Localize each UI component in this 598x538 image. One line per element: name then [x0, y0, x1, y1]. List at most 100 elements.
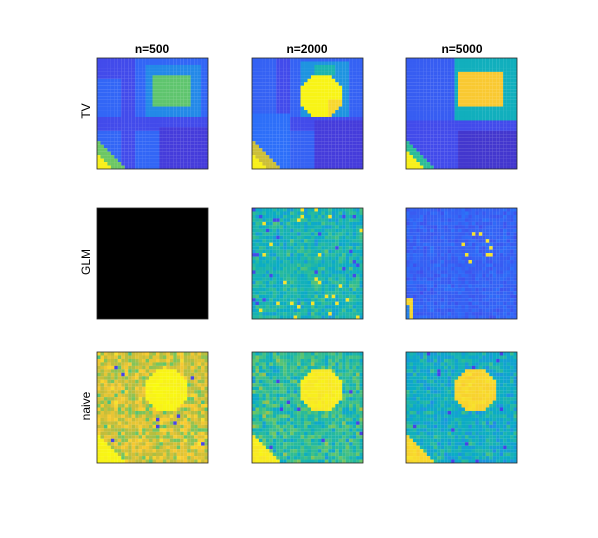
- heatmap-cell: [173, 106, 177, 111]
- heatmap-cell: [499, 75, 504, 79]
- heatmap-cell: [258, 130, 263, 135]
- heatmap-cell: [464, 130, 469, 135]
- heatmap-cell: [159, 113, 163, 118]
- heatmap-cell: [416, 298, 420, 302]
- heatmap-cell: [359, 116, 364, 121]
- heatmap-cell: [461, 242, 466, 247]
- heatmap-cell: [356, 127, 360, 131]
- heatmap-cell: [478, 134, 483, 138]
- heatmap-cell: [468, 78, 472, 83]
- heatmap-cell: [478, 68, 483, 72]
- heatmap-cell: [297, 120, 301, 124]
- heatmap-cell: [183, 78, 188, 83]
- heatmap-cell: [173, 151, 177, 156]
- heatmap-cell: [276, 120, 280, 124]
- heatmap-cell: [338, 127, 343, 131]
- heatmap-cell: [423, 208, 427, 212]
- column-title-n2000: n=2000: [286, 42, 327, 56]
- heatmap-cell: [138, 130, 143, 135]
- heatmap-cell: [359, 301, 364, 306]
- heatmap-cell: [499, 123, 504, 128]
- heatmap-cell: [258, 64, 263, 69]
- heatmap-cell: [409, 208, 413, 212]
- heatmap-cell: [359, 155, 364, 159]
- heatmap-cell: [409, 211, 413, 215]
- heatmap-cell: [286, 305, 291, 309]
- heatmap-cell: [201, 144, 205, 149]
- heatmap-cell: [503, 89, 507, 93]
- heatmap-cell: [440, 106, 445, 111]
- heatmap-cell: [110, 120, 115, 124]
- heatmap-cell: [451, 280, 455, 285]
- heatmap-cell: [103, 58, 108, 62]
- heatmap-cell: [440, 225, 445, 229]
- heatmap-cell: [255, 71, 259, 76]
- heatmap-cell: [297, 116, 301, 121]
- heatmap-cell: [454, 68, 459, 72]
- heatmap-cell: [272, 256, 277, 261]
- heatmap-cell: [478, 239, 483, 243]
- heatmap-cell: [124, 123, 129, 128]
- heatmap-cell: [475, 78, 479, 83]
- heatmap-cell: [335, 99, 339, 104]
- heatmap-cell: [489, 99, 493, 104]
- heatmap-cell: [345, 106, 350, 111]
- heatmap-cell: [471, 144, 476, 149]
- heatmap-cell: [314, 298, 318, 302]
- heatmap-cell: [464, 228, 469, 233]
- heatmap-cell: [262, 235, 266, 240]
- heatmap-cell: [475, 218, 479, 222]
- heatmap-cell: [310, 106, 315, 111]
- heatmap-cell: [461, 225, 466, 229]
- heatmap-cell: [317, 253, 322, 257]
- heatmap-cell: [142, 134, 146, 138]
- heatmap-cell: [180, 155, 184, 159]
- heatmap-cell: [406, 249, 410, 254]
- heatmap-cell: [187, 144, 191, 149]
- heatmap-cell: [169, 75, 174, 79]
- heatmap-cell: [149, 82, 153, 86]
- heatmap-cell: [352, 211, 357, 215]
- heatmap-cell: [328, 256, 332, 261]
- heatmap-cell: [451, 263, 455, 268]
- heatmap-cell: [204, 82, 209, 86]
- heatmap-cell: [478, 249, 483, 254]
- heatmap-cell: [345, 96, 350, 100]
- heatmap-cell: [426, 103, 431, 107]
- heatmap-cell: [317, 75, 322, 79]
- heatmap-cell: [437, 280, 441, 285]
- heatmap-cell: [258, 151, 263, 156]
- heatmap-cell: [265, 64, 270, 69]
- heatmap-cell: [317, 214, 322, 219]
- heatmap-cell: [286, 253, 291, 257]
- heatmap-cell: [290, 144, 294, 149]
- heatmap-cell: [345, 277, 350, 281]
- heatmap-cell: [283, 253, 287, 257]
- heatmap-cell: [307, 270, 312, 274]
- heatmap-cell: [97, 64, 101, 69]
- heatmap-cell: [464, 266, 469, 271]
- heatmap-cell: [283, 211, 287, 215]
- heatmap-cell: [321, 85, 325, 90]
- heatmap-cell: [328, 225, 332, 229]
- heatmap-cell: [166, 99, 170, 104]
- heatmap-cell: [352, 284, 357, 288]
- heatmap-cell: [124, 75, 129, 79]
- heatmap-cell: [335, 103, 339, 107]
- heatmap-cell: [437, 123, 441, 128]
- heatmap-cell: [197, 134, 202, 138]
- heatmap-cell: [482, 99, 486, 104]
- heatmap-cell: [475, 294, 479, 299]
- heatmap-cell: [454, 284, 459, 288]
- heatmap-cell: [293, 106, 298, 111]
- panel-tv-n2000: [251, 57, 364, 170]
- heatmap-cell: [513, 61, 518, 65]
- heatmap-cell: [173, 110, 177, 114]
- heatmap-cell: [419, 256, 424, 261]
- heatmap-cell: [117, 158, 122, 163]
- heatmap-cell: [338, 287, 343, 292]
- heatmap-cell: [190, 89, 195, 93]
- heatmap-cell: [359, 85, 364, 90]
- heatmap-cell: [437, 158, 441, 163]
- heatmap-cell: [107, 68, 111, 72]
